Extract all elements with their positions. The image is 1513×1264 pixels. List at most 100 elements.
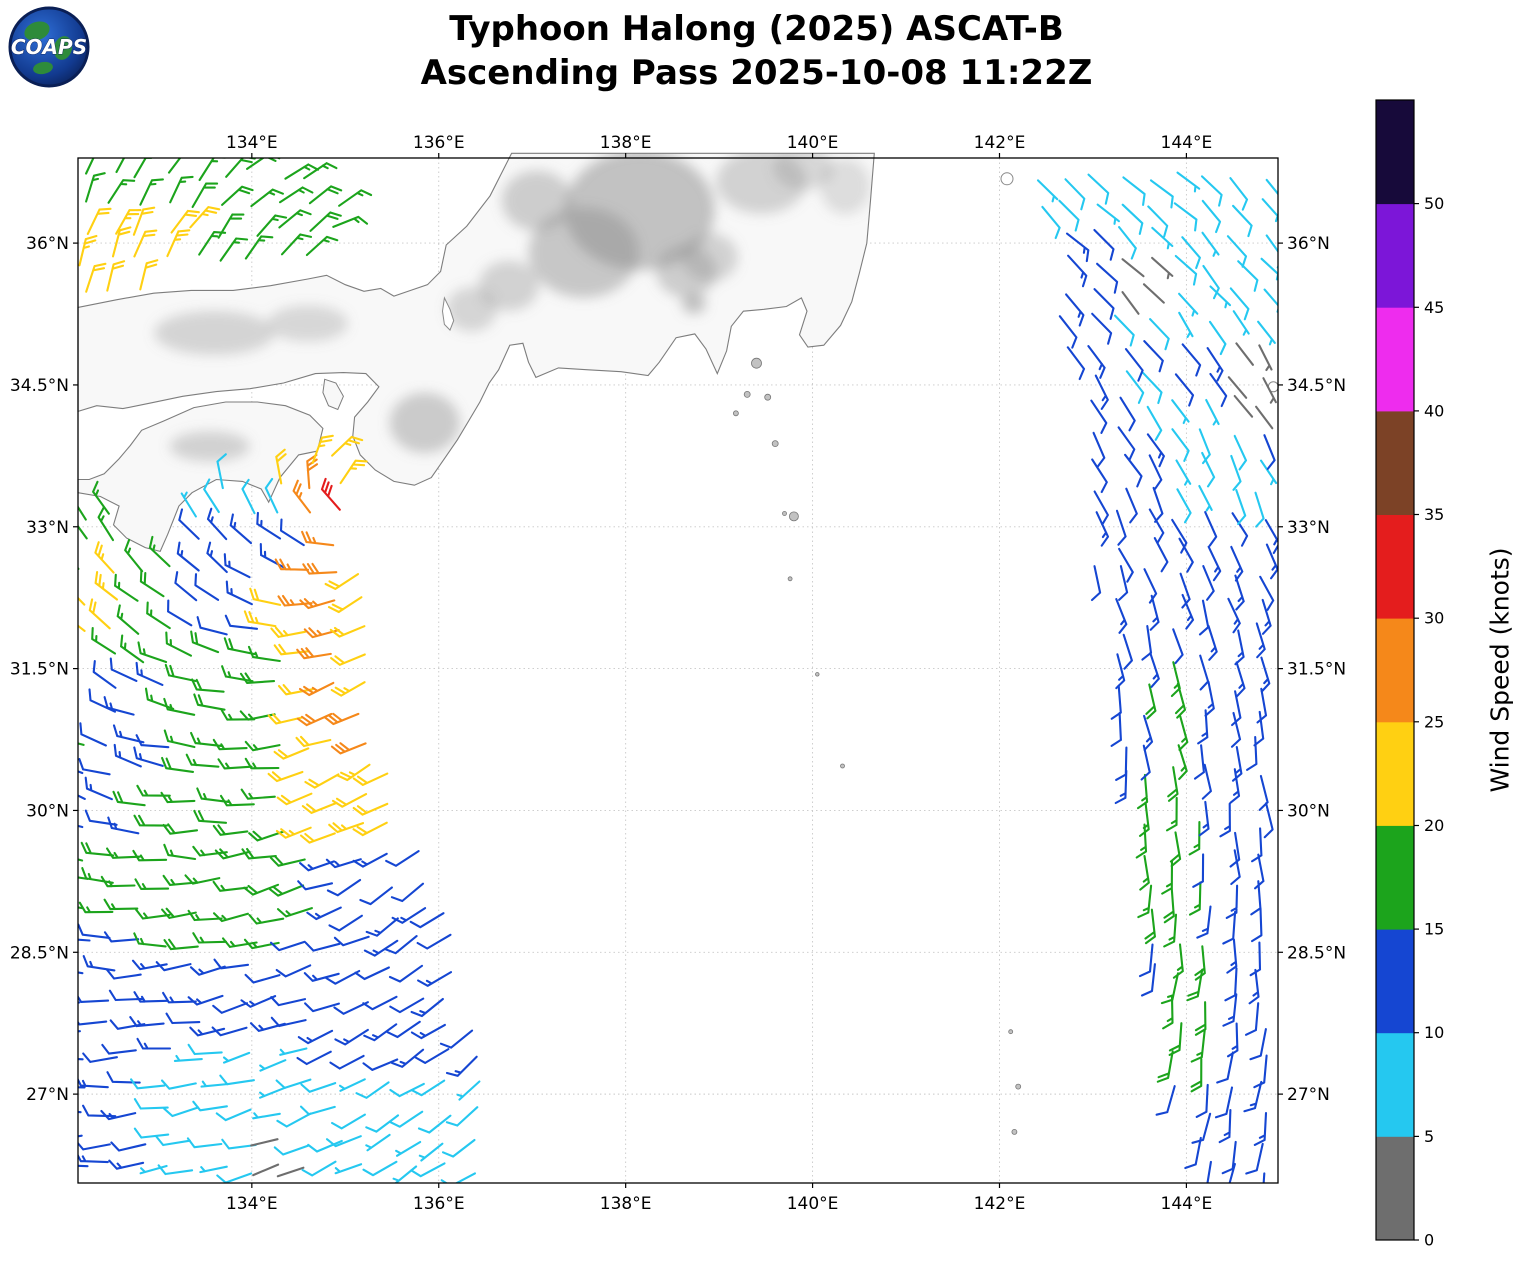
wind-barb: [295, 735, 332, 748]
wind-barb: [244, 740, 281, 752]
wind-barb: [1225, 884, 1239, 919]
wind-barb: [212, 738, 248, 751]
wind-barb: [1172, 943, 1184, 979]
wind-barb: [331, 435, 364, 457]
colorbar: 0 5 10 15 20 25 30 35 40 45 50: [1375, 99, 1444, 1250]
wind-barb: [365, 1114, 400, 1133]
wind-barb: [390, 1048, 425, 1068]
wind-barb: [1249, 1028, 1267, 1061]
wind-barb: [1118, 547, 1134, 583]
wind-barb: [414, 1048, 450, 1064]
wind-barb: [277, 594, 313, 607]
wind-barb: [144, 687, 175, 710]
colorbar-tick-label: 0: [1424, 1231, 1434, 1250]
wind-barb: [115, 209, 142, 235]
wind-barb: [1227, 597, 1241, 634]
wind-barb: [1264, 519, 1278, 555]
wind-barb: [94, 541, 115, 574]
wind-barb: [301, 1160, 337, 1177]
wind-barb: [222, 1051, 251, 1064]
wind-barb: [243, 610, 277, 628]
wind-barb: [161, 756, 195, 773]
colorbar-tick-label: 45: [1424, 298, 1444, 317]
wind-barb: [78, 1141, 111, 1151]
wind-barb: [1178, 715, 1189, 751]
wind-barb: [165, 631, 193, 657]
wind-barb: [390, 882, 425, 903]
wind-barb: [1201, 451, 1216, 488]
axis-ticks: [73, 153, 1283, 1188]
wind-barb: [1178, 537, 1194, 573]
wind-barb: [1151, 226, 1174, 250]
wind-barb: [190, 630, 220, 654]
wind-barb: [365, 1133, 391, 1152]
wind-barb: [133, 1127, 170, 1139]
tick-label: 144°E: [1161, 1194, 1213, 1214]
wind-barb: [223, 637, 256, 656]
wind-barb: [109, 657, 138, 682]
colorbar-segment: [1376, 514, 1414, 619]
wind-barb: [1161, 860, 1174, 895]
wind-barb: [78, 1001, 81, 1004]
wind-barb: [115, 158, 126, 174]
wind-barb: [240, 995, 277, 1008]
wind-barb: [78, 995, 110, 1003]
wind-barb: [352, 821, 388, 837]
wind-barb: [1148, 454, 1163, 490]
wind-barb: [1181, 593, 1195, 630]
wind-barb: [333, 935, 370, 947]
wind-barb: [300, 1082, 337, 1093]
wind-barb: [1263, 288, 1278, 313]
wind-barb: [78, 876, 89, 880]
wind-barb: [198, 158, 227, 182]
wind-barb: [1165, 796, 1178, 832]
wind-barb: [193, 693, 226, 711]
wind-barb: [417, 1114, 452, 1134]
wind-barb: [78, 901, 114, 914]
wind-barb: [299, 598, 336, 610]
wind-barb: [1115, 746, 1128, 781]
wind-barb: [240, 788, 276, 800]
wind-barb: [1214, 1086, 1234, 1119]
wind-barb: [324, 573, 360, 590]
tick-label: 144°E: [1161, 133, 1213, 153]
wind-barb: [221, 185, 254, 206]
wind-barb: [1235, 342, 1254, 366]
wind-barb: [1194, 945, 1206, 981]
wind-barb: [1193, 744, 1205, 780]
wind-barb: [1091, 312, 1113, 345]
wind-barb: [196, 616, 228, 636]
wind-barb: [189, 206, 221, 229]
wind-barb: [78, 758, 111, 776]
wind-barb: [1138, 943, 1154, 978]
wind-barb: [100, 875, 136, 888]
wind-barb: [243, 883, 280, 896]
wind-barb: [88, 598, 111, 630]
wind-barb: [1092, 431, 1106, 468]
wind-barb: [132, 206, 156, 236]
wind-barb: [306, 453, 319, 490]
wind-barb: [441, 1138, 476, 1158]
wind-barb: [187, 909, 223, 922]
wind-barb: [1198, 800, 1210, 837]
wind-barb: [212, 912, 249, 923]
wind-barb: [330, 742, 367, 755]
wind-barb: [1147, 205, 1169, 238]
wind-barb: [1229, 177, 1249, 211]
wind-barb: [1124, 453, 1143, 488]
logo-continent-icon: [53, 36, 73, 60]
wind-barb: [354, 966, 390, 981]
wind-barb: [275, 448, 287, 485]
wind-barb: [267, 770, 304, 783]
wind-barb: [212, 1002, 249, 1014]
colorbar-segment: [1376, 721, 1414, 826]
wind-barb: [1143, 714, 1154, 751]
wind-barb: [1143, 568, 1158, 604]
wind-barb: [1226, 1022, 1239, 1058]
wind-barb: [167, 158, 182, 174]
wind-barb: [363, 939, 399, 957]
wind-barb: [78, 938, 91, 942]
tick-label: 36°N: [26, 234, 69, 254]
wind-barb: [304, 1002, 340, 1013]
wind-barb: [1065, 293, 1085, 327]
